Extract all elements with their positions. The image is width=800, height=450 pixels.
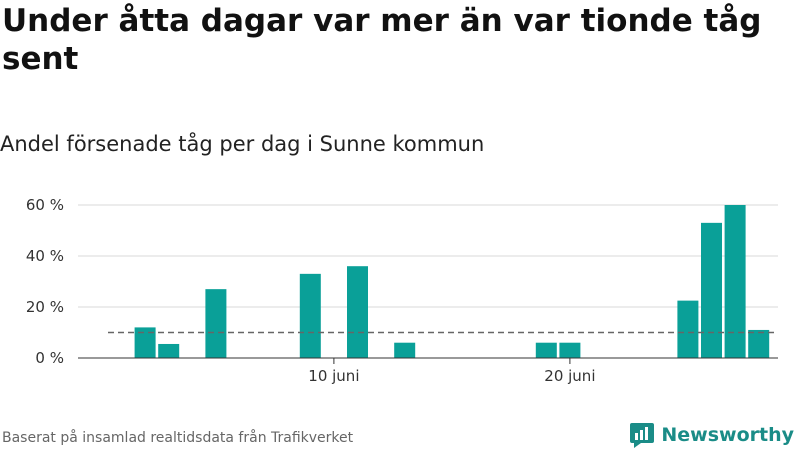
bar: [158, 343, 180, 358]
bar-chart: 0 % 20 % 40 % 60 % 10 juni 20 juni: [26, 196, 778, 385]
y-tick-label: 40 %: [26, 247, 64, 265]
x-tick-label: 20 juni: [544, 367, 595, 385]
bar: [748, 329, 770, 358]
bar: [134, 327, 156, 358]
bar: [205, 289, 227, 358]
bar: [394, 342, 416, 358]
bar: [347, 266, 368, 358]
bar: [677, 300, 699, 358]
brand-logo: Newsworthy: [629, 421, 794, 449]
bar: [535, 342, 557, 358]
bar: [559, 342, 581, 358]
gridlines: 0 % 20 % 40 % 60 %: [26, 196, 778, 367]
source-note: Baserat på insamlad realtidsdata från Tr…: [2, 430, 354, 446]
chart-subtitle: Andel försenade tåg per dag i Sunne komm…: [0, 132, 485, 156]
newsworthy-logo-icon: [630, 423, 655, 448]
y-tick-label: 0 %: [35, 349, 64, 367]
bar: [299, 273, 321, 358]
y-tick-label: 20 %: [26, 298, 64, 316]
x-tick-label: 10 juni: [308, 367, 359, 385]
chart-title: Under åtta dagar var mer än var tionde t…: [2, 3, 762, 77]
bar: [701, 222, 722, 358]
bar: [724, 205, 746, 358]
bars: [134, 205, 770, 358]
y-tick-label: 60 %: [26, 196, 64, 214]
axes: 10 juni 20 juni: [78, 357, 778, 385]
brand-name: Newsworthy: [661, 424, 794, 446]
